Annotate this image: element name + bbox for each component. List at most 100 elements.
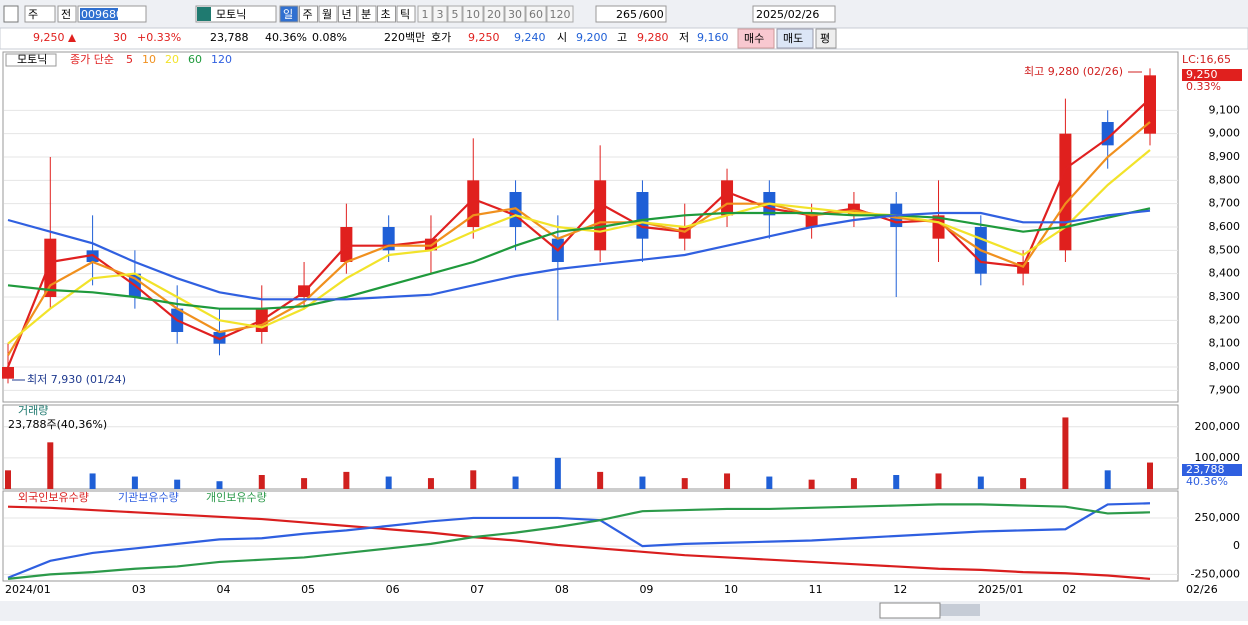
candle-body xyxy=(678,227,691,239)
rate: +0.33% xyxy=(137,31,181,44)
x-tick-label: 09 xyxy=(639,583,653,596)
amount: 220백만 xyxy=(384,31,425,44)
period: 일 xyxy=(283,7,293,21)
volume-bar xyxy=(343,471,350,489)
y-tick-label: 9,100 xyxy=(1209,103,1241,116)
interval-btn[interactable] xyxy=(447,5,463,23)
series-line xyxy=(7,503,1151,580)
period-btn[interactable] xyxy=(357,5,377,23)
change: 30 xyxy=(113,31,127,44)
avg-btn[interactable] xyxy=(815,28,837,49)
volume-bar xyxy=(1062,417,1069,489)
volume-bar xyxy=(216,481,223,489)
count-max: /600 xyxy=(639,8,664,21)
interval: 5 xyxy=(452,8,459,21)
period-btn[interactable] xyxy=(318,5,338,23)
period: 초 xyxy=(381,8,391,21)
market: 주 xyxy=(28,8,38,21)
interval: 120 xyxy=(550,8,571,21)
date: 2025/02/26 xyxy=(756,8,819,21)
y-tick-label: 8,000 xyxy=(1209,360,1241,373)
info-bg xyxy=(0,27,1248,50)
candle-body xyxy=(805,215,818,227)
period-btn[interactable] xyxy=(279,5,299,23)
scrollbar[interactable] xyxy=(0,601,1248,621)
candle-body xyxy=(1059,133,1072,251)
interval-btn[interactable] xyxy=(432,5,448,23)
y-tick-label: 9,000 xyxy=(1209,127,1241,140)
side-label: 23,788 xyxy=(1186,463,1225,476)
volume-bar xyxy=(470,470,477,489)
low: 9,160 xyxy=(697,31,729,44)
series-line xyxy=(7,121,1151,356)
x-tick-label: 2025/01 xyxy=(978,583,1024,596)
side-label: 0.33% xyxy=(1186,80,1221,93)
date-input[interactable] xyxy=(752,5,836,23)
x-tick-label: 02/26 xyxy=(1186,583,1218,596)
market-select[interactable] xyxy=(24,5,56,23)
volume-bar xyxy=(808,479,815,489)
ask: 9,250 xyxy=(468,31,500,44)
y-tick-label: -250,000 xyxy=(1191,567,1240,580)
volume-bar xyxy=(1147,462,1153,489)
legend-entry: 5 xyxy=(126,53,133,66)
scroll-thumb[interactable] xyxy=(940,604,980,616)
panel-subtitle: 23,788주(40,36%) xyxy=(8,418,107,431)
x-tick-label: 02 xyxy=(1062,583,1076,596)
avg: 평 xyxy=(820,32,830,45)
period-btn[interactable] xyxy=(396,5,416,23)
sell-btn[interactable] xyxy=(776,28,814,49)
nav-buttons[interactable] xyxy=(879,602,941,619)
x-tick-label: 10 xyxy=(724,583,738,596)
count-input[interactable] xyxy=(595,5,667,23)
period-btn[interactable] xyxy=(338,5,357,23)
interval-btn[interactable] xyxy=(504,5,526,23)
buy-btn[interactable] xyxy=(737,28,775,49)
y-tick-label: 100,000 xyxy=(1195,451,1241,464)
interval: 20 xyxy=(487,8,501,21)
candle-body xyxy=(721,180,734,216)
y-tick-label: 8,200 xyxy=(1209,313,1241,326)
volume-bar xyxy=(5,470,11,489)
interval: 30 xyxy=(508,8,522,21)
series-line xyxy=(7,207,1151,310)
y-tick-label: 8,900 xyxy=(1209,150,1241,163)
interval-btn[interactable] xyxy=(462,5,484,23)
side-label: LC:16,65 xyxy=(1182,53,1231,66)
volume-bar xyxy=(639,476,646,489)
sell: 매도 xyxy=(783,32,803,45)
period-btn[interactable] xyxy=(377,5,396,23)
legend-entry: 외국인보유수량 xyxy=(18,491,89,504)
volume-bar xyxy=(47,442,54,489)
interval-btn[interactable] xyxy=(525,5,547,23)
buy: 매수 xyxy=(744,32,764,45)
volume-panel xyxy=(2,404,1179,490)
open: 9,200 xyxy=(576,31,608,44)
series-line xyxy=(6,97,1151,368)
x-tick-label: 12 xyxy=(893,583,907,596)
x-tick-label: 07 xyxy=(470,583,484,596)
period: 년 xyxy=(342,8,352,21)
side-label: 40.36% xyxy=(1186,475,1228,488)
volume-bar xyxy=(724,473,731,489)
code: 009680 xyxy=(81,8,123,21)
mode-btn[interactable] xyxy=(57,5,77,23)
interval-btn[interactable] xyxy=(417,5,433,23)
icon[interactable] xyxy=(3,5,19,23)
volume-bar xyxy=(258,475,265,489)
x-tick-label: 06 xyxy=(386,583,400,596)
volume-bar xyxy=(427,478,434,489)
volume-bar xyxy=(766,476,773,489)
interval-btn[interactable] xyxy=(483,5,505,23)
interval-btn[interactable] xyxy=(546,5,574,23)
candle-body xyxy=(1144,75,1156,134)
interval: 10 xyxy=(466,8,480,21)
interval: 1 xyxy=(422,8,429,21)
name-box[interactable] xyxy=(195,5,277,23)
volume-bar xyxy=(131,476,138,489)
legend-entry: 개인보유수량 xyxy=(206,491,267,504)
period-btn[interactable] xyxy=(299,5,318,23)
turnover: 0.08% xyxy=(312,31,347,44)
annotation: 최고 9,280 (02/26) xyxy=(1024,65,1123,78)
